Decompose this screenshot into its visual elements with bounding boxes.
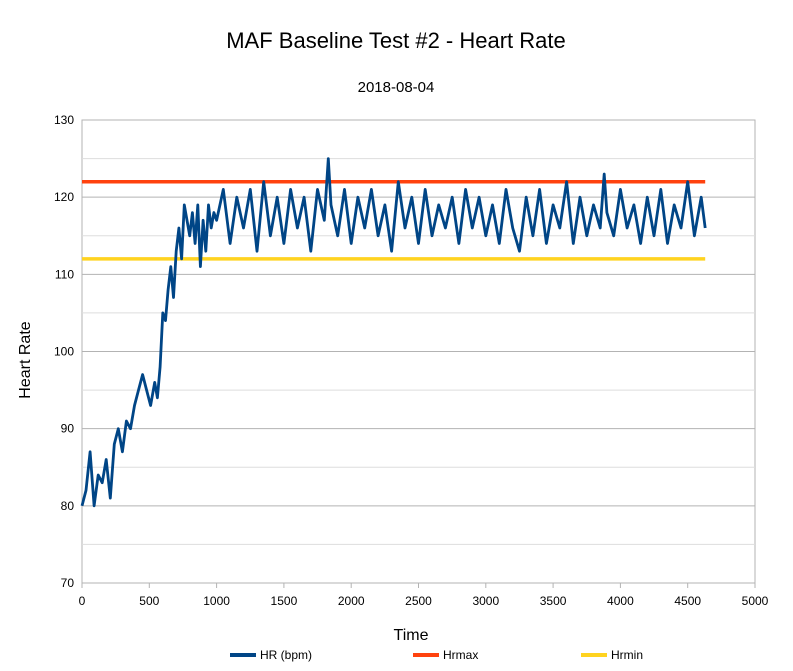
x-tick-label: 500 bbox=[139, 594, 159, 608]
x-tick-label: 2500 bbox=[405, 594, 432, 608]
y-tick-label: 100 bbox=[54, 345, 74, 359]
legend-label: Hrmax bbox=[443, 648, 478, 662]
y-tick-label: 70 bbox=[61, 576, 75, 590]
series-lines bbox=[80, 157, 707, 508]
y-tick-label: 120 bbox=[54, 190, 74, 204]
legend-label: Hrmin bbox=[611, 648, 643, 662]
x-tick-label: 4000 bbox=[607, 594, 634, 608]
series-line-hr-bpm bbox=[80, 157, 707, 508]
x-tick-label: 3000 bbox=[472, 594, 499, 608]
y-tick-label: 110 bbox=[55, 267, 74, 281]
x-tick-label: 2000 bbox=[338, 594, 365, 608]
legend-item: HR (bpm) bbox=[230, 648, 312, 662]
x-tick-label: 1000 bbox=[203, 594, 230, 608]
chart-title: MAF Baseline Test #2 - Heart Rate bbox=[226, 28, 566, 53]
y-tick-label: 130 bbox=[54, 113, 74, 127]
y-tick-label: 80 bbox=[61, 499, 75, 513]
legend-label: HR (bpm) bbox=[260, 648, 312, 662]
x-tick-label: 4500 bbox=[674, 594, 701, 608]
x-tick-label: 1500 bbox=[271, 594, 298, 608]
legend: HR (bpm) Hrmax Hrmin bbox=[230, 648, 643, 662]
x-axis-label: Time bbox=[394, 627, 429, 644]
y-tick-label: 90 bbox=[61, 422, 75, 436]
grid-lines bbox=[82, 119, 755, 584]
x-tick-label: 5000 bbox=[742, 594, 769, 608]
legend-item: Hrmin bbox=[581, 648, 643, 662]
x-tick-label: 3500 bbox=[540, 594, 567, 608]
chart-subtitle: 2018-08-04 bbox=[358, 79, 435, 96]
x-tick-label: 0 bbox=[79, 594, 86, 608]
legend-item: Hrmax bbox=[413, 648, 478, 662]
y-axis-label: Heart Rate bbox=[17, 321, 34, 398]
x-axis-ticks: 0 500 1000 1500 2000 2500 3000 3500 4000 4500 5000 bbox=[79, 583, 769, 608]
y-axis-ticks: 70 80 90 100 110 120 130 bbox=[54, 113, 74, 590]
